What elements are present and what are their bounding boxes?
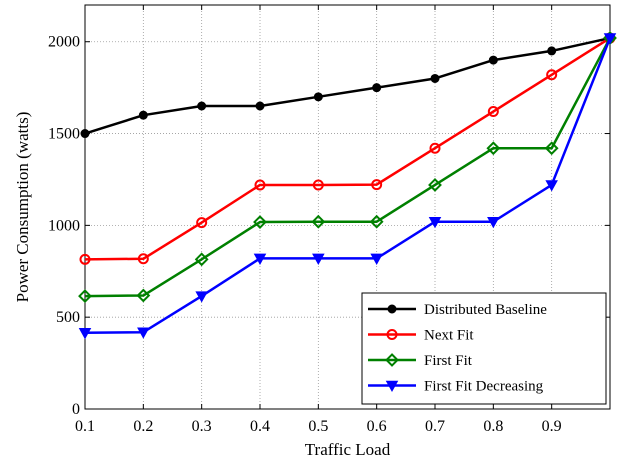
data-point	[487, 216, 500, 229]
data-point	[196, 217, 208, 229]
legend-entry: First Fit	[368, 353, 473, 369]
data-point	[430, 73, 440, 83]
data-point	[79, 253, 91, 265]
series-line	[84, 37, 612, 298]
x-tick-label: 0.5	[308, 418, 328, 435]
legend-label: Next Fit	[424, 328, 474, 344]
legend-label: Distributed Baseline	[424, 302, 547, 318]
data-point	[137, 253, 149, 265]
legend-entry: First Fit Decreasing	[368, 379, 544, 395]
data-point	[545, 180, 558, 192]
y-tick-label: 0	[72, 401, 80, 418]
data-point	[369, 214, 384, 229]
y-axis-label: Power Consumption (watts)	[13, 112, 32, 303]
data-point	[312, 179, 324, 191]
legend-marker	[385, 353, 399, 367]
data-point	[486, 141, 501, 156]
data-point	[312, 253, 325, 265]
data-point	[137, 327, 150, 339]
data-point	[253, 253, 267, 265]
legend-entry: Next Fit	[368, 328, 474, 344]
legend-marker	[387, 304, 397, 314]
data-point	[138, 110, 148, 120]
x-tick-label: 0.7	[425, 418, 445, 435]
data-point	[78, 328, 92, 340]
data-point	[253, 215, 267, 229]
x-tick-label: 0.4	[250, 418, 270, 435]
y-tick-label: 1500	[48, 126, 80, 143]
y-tick-label: 1000	[48, 217, 80, 234]
data-point	[136, 288, 151, 303]
series-layer	[78, 31, 617, 340]
data-point	[603, 33, 617, 45]
data-point	[429, 142, 441, 154]
y-tick-label: 2000	[48, 34, 80, 51]
legend-label: First Fit Decreasing	[424, 379, 544, 395]
x-tick-label: 0.8	[483, 418, 503, 435]
data-point	[487, 106, 499, 118]
series-line	[84, 36, 611, 135]
legend: Distributed Baseline Next Fit First Fit Fir…	[361, 292, 607, 405]
data-point	[255, 101, 265, 111]
x-tick-label: 0.6	[367, 418, 387, 435]
x-tick-label: 0.1	[75, 418, 95, 435]
x-axis-label: Traffic Load	[305, 440, 391, 459]
y-tick-label: 500	[56, 309, 80, 326]
data-point	[254, 179, 266, 191]
data-point	[372, 83, 382, 93]
legend-entry: Distributed Baseline	[368, 302, 547, 318]
plot-area-frame	[84, 4, 611, 410]
data-point	[313, 92, 323, 102]
legend-marker	[385, 380, 399, 393]
data-point	[428, 178, 442, 192]
data-point	[428, 216, 442, 229]
legend-label: First Fit	[424, 353, 473, 369]
series-line	[84, 36, 611, 261]
x-tick-label: 0.2	[133, 418, 153, 435]
data-point	[547, 46, 557, 56]
data-point	[488, 55, 498, 65]
data-point	[194, 252, 209, 267]
series-3	[78, 33, 617, 340]
axis-ticks: 0.1 0.2 0.3 0.4 0.5 0.6 0.7 0.8 0.9 0 500 1000 1500 2…	[48, 5, 610, 435]
series-line	[84, 37, 612, 335]
data-point	[546, 69, 558, 81]
x-tick-label: 0.9	[542, 418, 562, 435]
data-point	[195, 291, 208, 303]
data-point	[80, 129, 90, 139]
data-point	[78, 289, 92, 303]
data-point	[370, 253, 383, 265]
data-point	[197, 101, 207, 111]
series-2	[78, 31, 617, 303]
data-point	[311, 214, 326, 229]
data-point	[371, 179, 383, 191]
x-tick-label: 0.3	[192, 418, 212, 435]
data-point	[544, 141, 559, 156]
legend-marker	[386, 329, 398, 340]
